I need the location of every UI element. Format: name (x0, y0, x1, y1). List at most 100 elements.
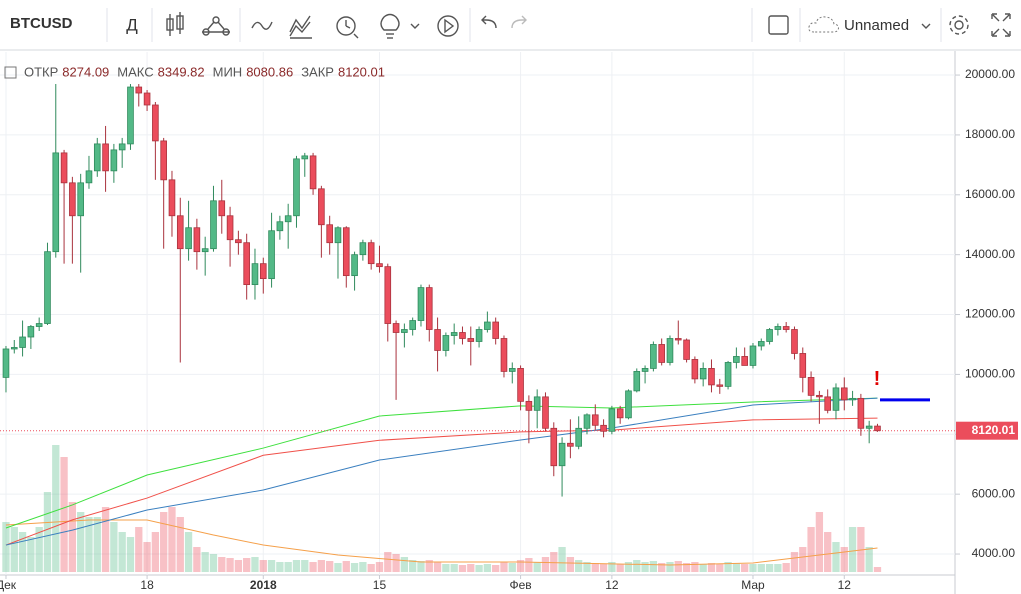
candle-body (409, 320, 416, 330)
candle-body (35, 323, 43, 327)
candle-body (425, 287, 433, 330)
volume-bar (409, 560, 417, 572)
volume-bar (184, 532, 193, 572)
volume-bar (425, 560, 433, 572)
x-tick-label: 15 (373, 578, 387, 592)
candle-body (674, 338, 682, 341)
indicators-button[interactable] (251, 21, 273, 30)
candle-body (19, 336, 26, 348)
candle-body (699, 368, 707, 380)
volume-bar (201, 552, 209, 572)
ideas-button[interactable] (380, 13, 400, 39)
y-tick-label: 14000.00 (965, 247, 1015, 261)
volume-bar (666, 562, 674, 572)
candle-body (475, 329, 483, 342)
volume-bar (243, 558, 251, 572)
volume-bar (10, 527, 18, 572)
legend-label: ОТКР (24, 64, 58, 79)
moving-average-line (5, 397, 878, 546)
ohlc-legend: ОТКР 8274.09 МАКС 8349.82 МИН 8080.86 ЗАКР 8120… (4, 64, 385, 79)
candle-body (608, 408, 616, 432)
volume-bar (276, 562, 284, 572)
volume-bar (525, 558, 533, 572)
candle-body (724, 362, 732, 387)
volume-ma-line (5, 519, 878, 566)
y-tick-label: 10000.00 (965, 367, 1015, 381)
candle-body (600, 424, 607, 432)
candle-body (293, 158, 300, 217)
x-tick-label: Фев (509, 578, 531, 592)
redo-button[interactable] (511, 15, 527, 29)
volume-bar (309, 562, 317, 572)
volume-bar (400, 557, 409, 572)
volume-bar (799, 547, 807, 572)
candle-body (558, 442, 566, 467)
undo-button[interactable] (481, 15, 497, 29)
candle-body (749, 345, 757, 366)
volume-bar (757, 564, 765, 572)
volume-bar (160, 512, 168, 572)
layout-button[interactable] (768, 15, 789, 35)
candle-body (276, 221, 284, 232)
volume-bar (334, 563, 342, 572)
volume-bar (209, 554, 218, 572)
legend-value: 8349.82 (158, 64, 205, 79)
candles: ! (2, 84, 930, 497)
volume-bar (782, 563, 790, 572)
chart-type-button[interactable] (166, 12, 184, 36)
cloud-icon (808, 16, 839, 33)
x-tick-label: 12 (838, 578, 852, 592)
candle-body (791, 329, 798, 354)
candle-body (824, 396, 831, 411)
volume-bar (608, 562, 616, 572)
candle-body (533, 396, 541, 411)
replay-button[interactable] (437, 15, 459, 37)
candle-body (69, 182, 76, 217)
layout-menu[interactable] (921, 23, 931, 29)
candle-body (542, 396, 549, 429)
candle-body (235, 239, 242, 244)
volume-bar (741, 564, 749, 572)
y-tick-label: 16000.00 (965, 187, 1015, 201)
candle-body (10, 347, 18, 350)
candle-body (683, 339, 690, 360)
volume-bar (591, 563, 599, 572)
candle-body (2, 348, 10, 378)
volume-bar (350, 563, 359, 572)
candle-body (93, 143, 101, 172)
candle-body (500, 338, 508, 372)
fullscreen-button[interactable] (991, 13, 1011, 37)
candle-body (143, 92, 151, 106)
strategy-button[interactable] (289, 15, 312, 39)
candle-body (633, 371, 641, 392)
candle-body (301, 155, 309, 160)
moving-averages (0, 397, 955, 546)
candle-body (766, 329, 773, 342)
volume-bar (126, 537, 135, 572)
layout-name[interactable]: Unnamed (844, 17, 909, 34)
candle-body (60, 152, 68, 184)
x-tick-label: 12 (605, 578, 619, 592)
volume-bar (774, 564, 782, 572)
volume-bar (168, 507, 176, 572)
volume-bar (367, 564, 375, 572)
volume-bar (292, 560, 301, 572)
volume-bar (135, 527, 143, 572)
legend-toggle[interactable] (4, 66, 17, 79)
axes: 4000.006000.008000.0010000.0012000.00140… (0, 67, 1018, 592)
volume-bar (550, 552, 558, 572)
interval-button[interactable]: Д (126, 15, 138, 34)
compare-button[interactable] (202, 16, 230, 36)
candle-body (575, 427, 582, 447)
x-tick-label: 18 (140, 578, 154, 592)
alert-button[interactable] (336, 16, 359, 39)
symbol-button[interactable]: BTCUSD (10, 15, 73, 32)
settings-button[interactable] (949, 15, 969, 35)
volume-bar (616, 564, 624, 572)
ideas-menu[interactable] (410, 23, 420, 29)
legend-label: МИН (213, 64, 243, 79)
grid (0, 52, 955, 575)
volume-bar (533, 562, 541, 572)
candle-body (691, 359, 699, 380)
candle-body (185, 227, 192, 250)
